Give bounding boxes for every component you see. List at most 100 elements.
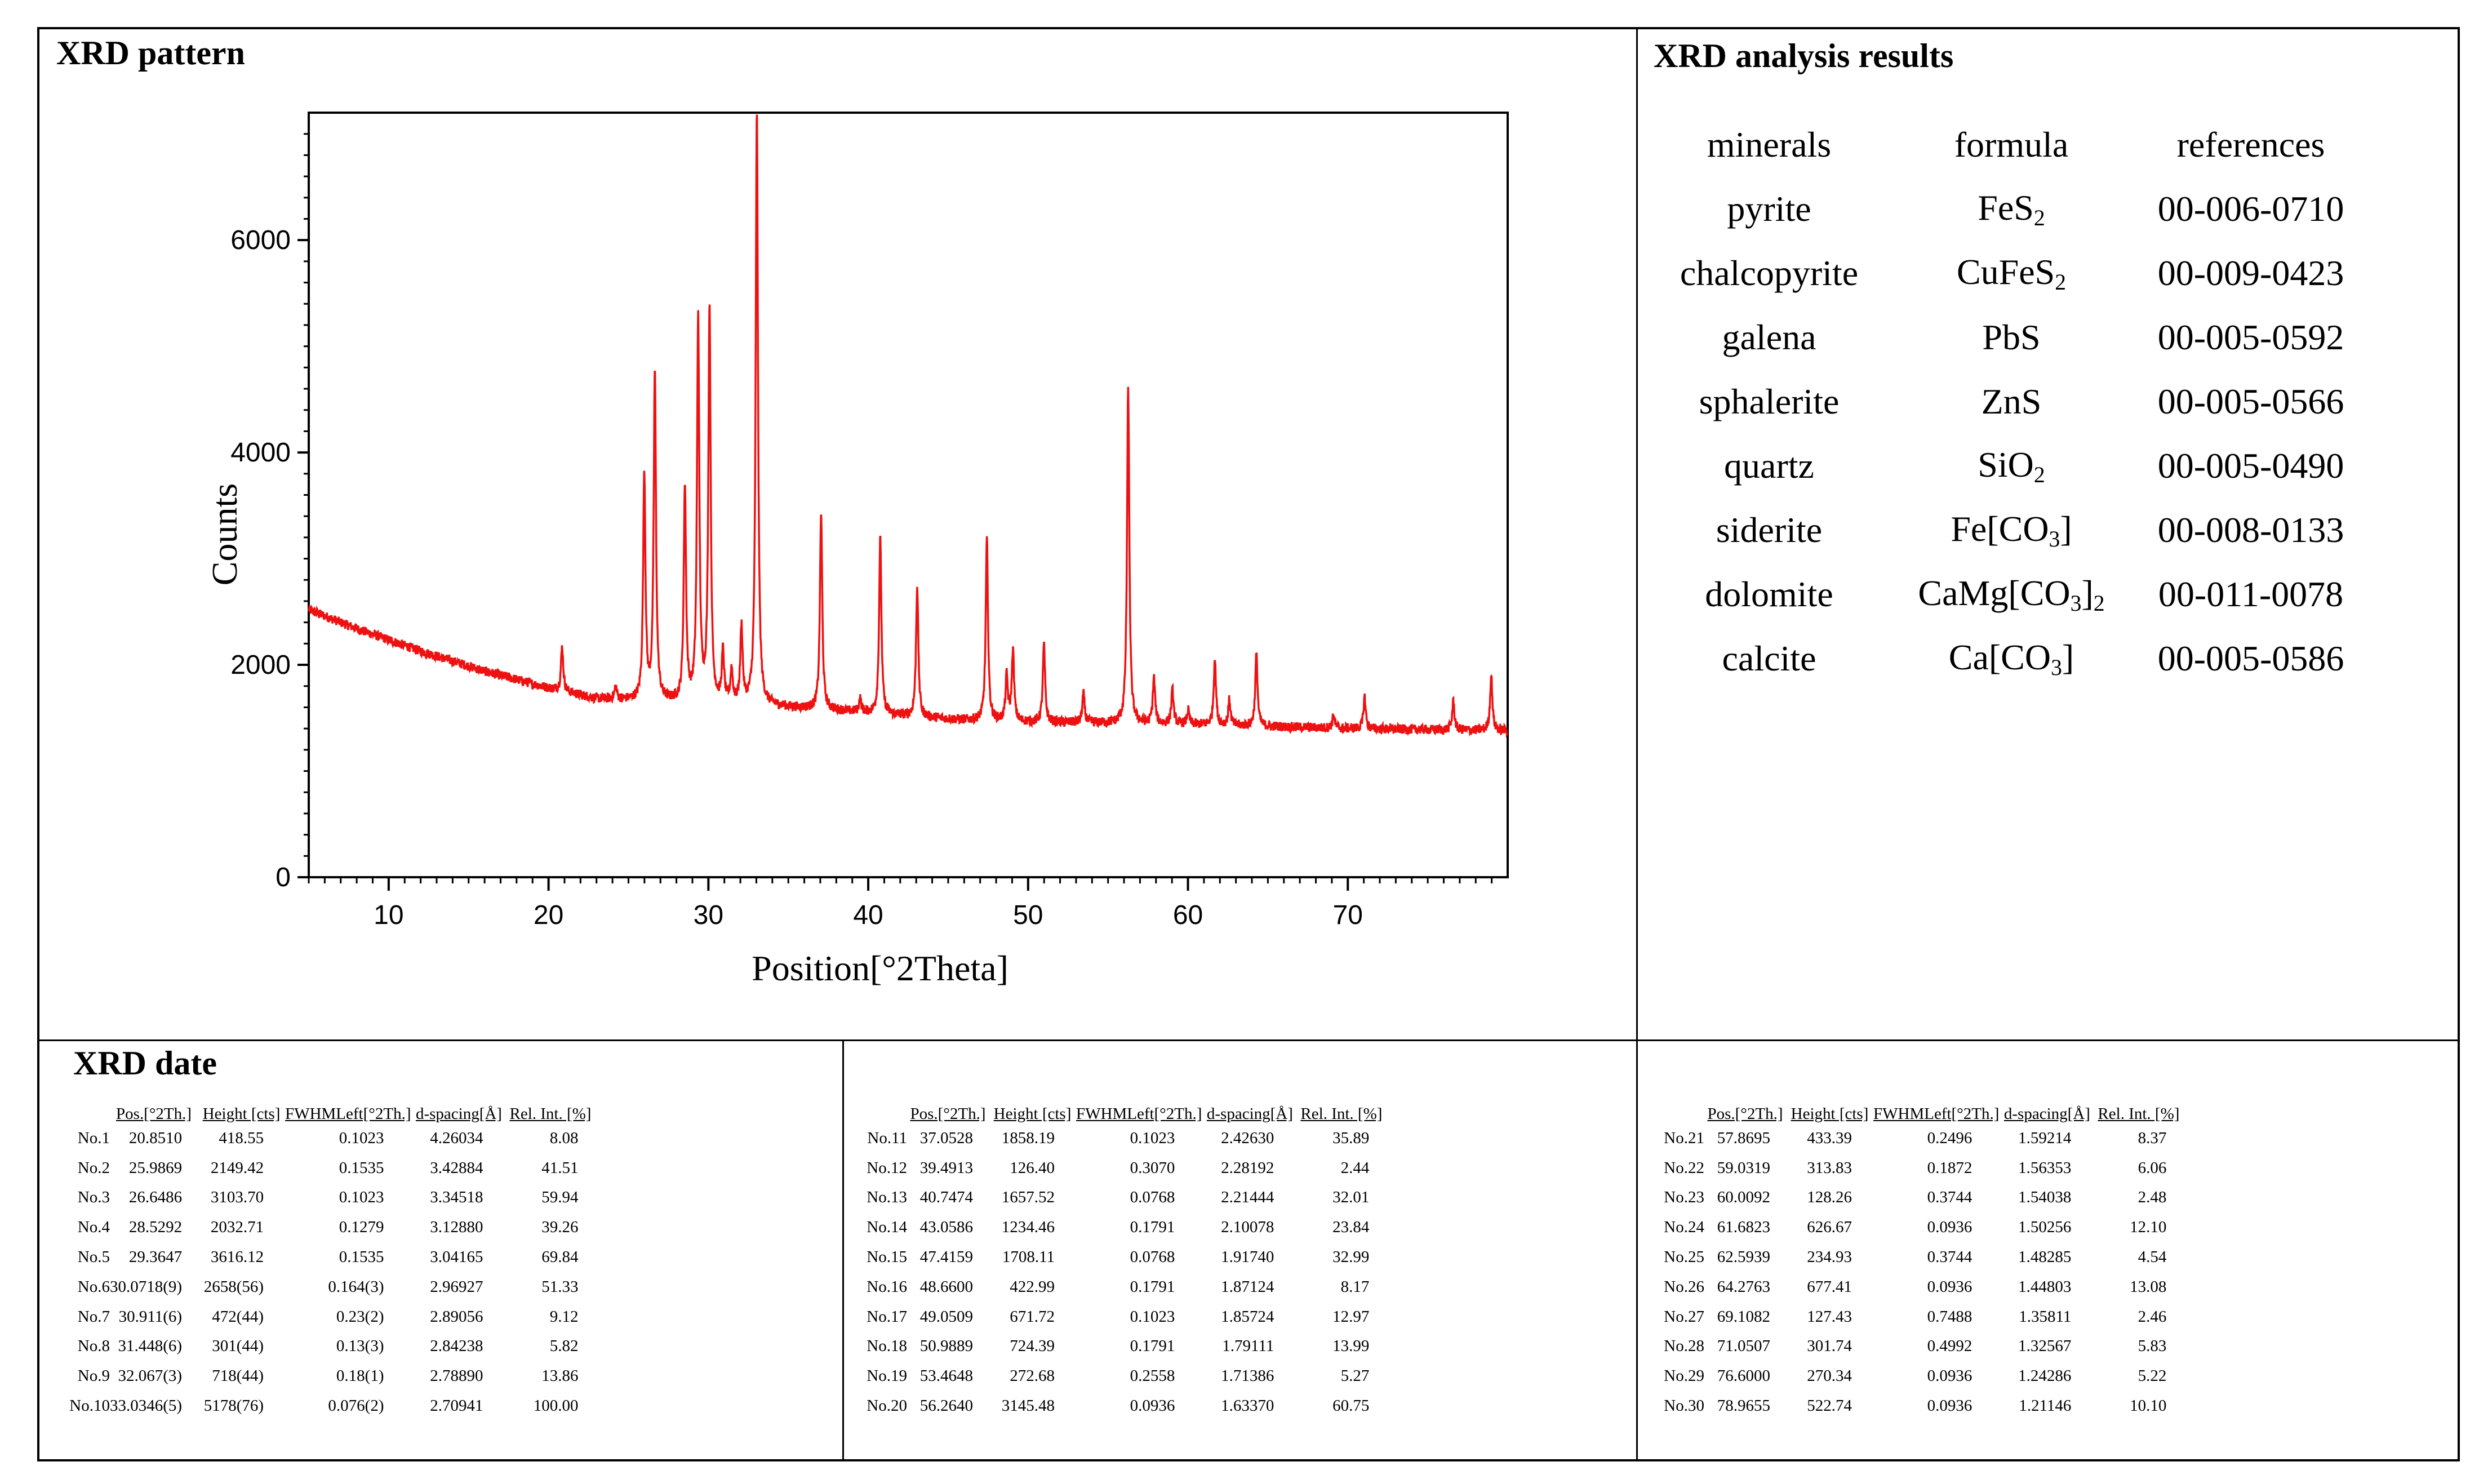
peak-header-row: Pos.[°2Th.] Height [cts] FWHMLeft[°2Th.] d-… (56, 1098, 594, 1123)
peak-value: 0.0936 (1130, 1397, 1175, 1415)
peak-value: 1708.11 (1002, 1248, 1055, 1267)
peak-value: 51.33 (541, 1277, 579, 1296)
peak-value: 2.78890 (430, 1367, 483, 1385)
peak-number: No.15 (867, 1248, 907, 1267)
peak-value: 25.9869 (128, 1158, 183, 1177)
peak-value: 0.0936 (1927, 1277, 1972, 1296)
peak-value: 301.74 (1807, 1337, 1852, 1356)
peak-value: 0.1023 (1130, 1307, 1175, 1326)
peak-value: 32.067(3) (118, 1367, 183, 1385)
peak-value: 313.83 (1807, 1158, 1852, 1177)
mineral-reference: 00-009-0423 (2157, 253, 2344, 293)
peak-value: 422.99 (1010, 1277, 1055, 1296)
results-header-minerals: minerals (1707, 125, 1832, 165)
peak-value: 57.8695 (1717, 1128, 1770, 1147)
peak-number: No.18 (867, 1337, 907, 1356)
peak-table-1: Pos.[°2Th.] Height [cts] FWHMLeft[°2Th.] d-… (56, 1098, 594, 1421)
x-tick-label: 70 (1333, 900, 1363, 930)
peak-value: 43.0586 (919, 1218, 973, 1237)
peak-value: 31.448(6) (118, 1337, 183, 1356)
peak-value: 47.4159 (919, 1248, 973, 1267)
peak-value: 0.3070 (1130, 1158, 1175, 1177)
plot-area (308, 112, 1509, 878)
peak-header-cell: d-spacing[Å] (1206, 1105, 1293, 1123)
peak-row: No.8 31.448(6) 301(44) 0.13(3) 2.84238 5.82 (56, 1332, 594, 1362)
formula-text: ] (2060, 509, 2072, 549)
mineral-name: siderite (1716, 510, 1823, 550)
peak-value: 60.0092 (1717, 1188, 1770, 1207)
formula-subscript: 3 (2049, 526, 2060, 552)
peak-row: No.14 43.0586 1234.46 0.1791 2.10078 23.84 (854, 1212, 1385, 1242)
peak-number: No.9 (77, 1367, 110, 1385)
peak-value: 0.1535 (339, 1248, 384, 1267)
peak-value: 3145.48 (1001, 1397, 1055, 1415)
peak-value: 0.1791 (1130, 1218, 1175, 1237)
peak-value: 0.0936 (1927, 1367, 1972, 1385)
mineral-reference: 00-005-0566 (2157, 381, 2344, 421)
peak-value: 2.89056 (430, 1307, 483, 1326)
mineral-formula: SiO2 (1887, 434, 2135, 498)
peak-value: 12.97 (1332, 1307, 1370, 1326)
peak-row: No.12 39.4913 126.40 0.3070 2.28192 2.44 (854, 1153, 1385, 1183)
peak-header-row: Pos.[°2Th.] Height [cts] FWHMLeft[°2Th.] d-… (854, 1098, 1385, 1123)
peak-number: No.17 (867, 1307, 907, 1326)
x-tick-label: 10 (374, 900, 403, 930)
peak-value: 1.50256 (2018, 1218, 2072, 1237)
peak-row: No.16 48.6600 422.99 0.1791 1.87124 8.17 (854, 1272, 1385, 1302)
peak-value: 433.39 (1807, 1128, 1852, 1147)
peak-value: 301(44) (212, 1337, 264, 1356)
peak-value: 33.0346(5) (110, 1397, 183, 1415)
peak-header-cell: Rel. Int. [%] (1300, 1105, 1383, 1123)
mineral-formula: Ca[CO3] (1887, 627, 2135, 691)
mineral-name: calcite (1722, 638, 1816, 678)
mineral-name: chalcopyrite (1680, 253, 1859, 293)
mineral-name: sphalerite (1699, 381, 1840, 421)
peak-value: 50.9889 (919, 1337, 973, 1356)
formula-text: ZnS (1981, 381, 2042, 421)
peak-value: 3.34518 (430, 1188, 483, 1207)
peak-number: No.27 (1664, 1307, 1704, 1326)
peak-value: 1657.52 (1001, 1188, 1055, 1207)
peak-number: No.14 (867, 1218, 907, 1237)
peak-value: 5.82 (549, 1337, 579, 1356)
peak-number: No.20 (867, 1397, 907, 1415)
results-row: sphalerite ZnS 00-005-0566 (1651, 370, 2366, 434)
peak-row: No.26 64.2763 677.41 0.0936 1.44803 13.08 (1651, 1272, 2182, 1302)
peak-number: No.12 (867, 1158, 907, 1177)
peak-header-row: Pos.[°2Th.] Height [cts] FWHMLeft[°2Th.] d-… (1651, 1098, 2182, 1123)
peak-value: 13.86 (541, 1367, 579, 1385)
peak-value: 5.83 (2138, 1337, 2167, 1356)
peaks-title: XRD date (73, 1045, 217, 1082)
peak-value: 2658(56) (203, 1277, 264, 1296)
results-row: galena PbS 00-005-0592 (1651, 305, 2366, 370)
peak-row: No.22 59.0319 313.83 0.1872 1.56353 6.06 (1651, 1153, 2182, 1183)
peak-value: 76.6000 (1717, 1367, 1770, 1385)
peak-value: 53.4648 (919, 1367, 973, 1385)
mineral-name: galena (1722, 317, 1816, 357)
peak-value: 0.23(2) (336, 1307, 384, 1326)
x-tick-label: 60 (1173, 900, 1203, 930)
peak-value: 0.076(2) (328, 1397, 384, 1415)
peak-value: 39.26 (541, 1218, 579, 1237)
peak-row: No.18 50.9889 724.39 0.1791 1.79111 13.99 (854, 1332, 1385, 1362)
peak-header-blank (854, 1098, 907, 1123)
peak-value: 28.5292 (128, 1218, 183, 1237)
peak-value: 13.08 (2130, 1277, 2167, 1296)
peak-value: 671.72 (1010, 1307, 1055, 1326)
peak-value: 56.2640 (919, 1397, 973, 1415)
peak-value: 2.84238 (430, 1337, 483, 1356)
peak-row: No.27 69.1082 127.43 0.7488 1.35811 2.46 (1651, 1302, 2182, 1332)
peak-value: 0.3744 (1927, 1188, 1972, 1207)
results-row: calcite Ca[CO3] 00-005-0586 (1651, 627, 2366, 691)
peak-value: 26.6486 (128, 1188, 183, 1207)
peak-value: 270.34 (1807, 1367, 1852, 1385)
peak-row: No.5 29.3647 3616.12 0.1535 3.04165 69.84 (56, 1242, 594, 1272)
peak-header-cell: Height [cts] (202, 1105, 281, 1123)
peak-value: 0.18(1) (336, 1367, 384, 1385)
peak-value: 2.28192 (1221, 1158, 1274, 1177)
peak-value: 3.04165 (430, 1248, 483, 1267)
peak-number: No.30 (1664, 1397, 1704, 1415)
peak-value: 1.71386 (1221, 1367, 1274, 1385)
formula-subscript: 3 (2070, 590, 2082, 616)
